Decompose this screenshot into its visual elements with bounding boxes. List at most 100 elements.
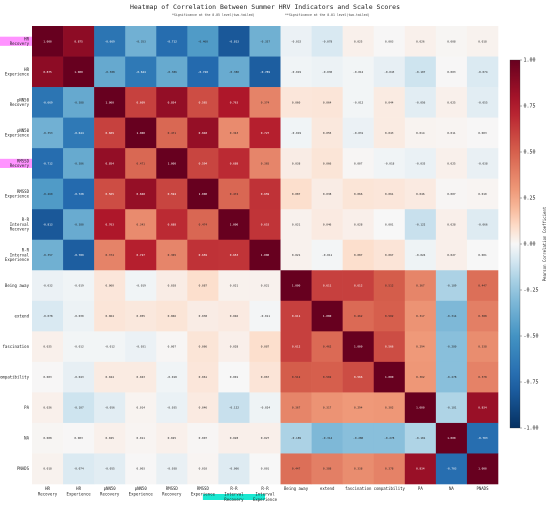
cell-value-label: 0.512: [292, 375, 301, 379]
heatmap-cell: [156, 453, 188, 485]
cell-value-label: 0.087: [354, 253, 363, 257]
heatmap-cell: [466, 270, 499, 302]
cell-value-label: 0.055: [323, 131, 332, 135]
heatmap-cell: [373, 178, 406, 210]
heatmap-cell: [466, 453, 499, 485]
cell-value-label: 0.060: [105, 284, 114, 288]
heatmap-cell: [466, 56, 499, 88]
heatmap-cell: [249, 56, 281, 88]
colorbar-tick-label: 0.75: [524, 104, 536, 110]
heatmap-cell: [156, 209, 188, 241]
row-tick-label: PA: [24, 405, 29, 410]
cell-value-label: 1.000: [230, 222, 239, 226]
cell-value-label: -0.055: [477, 100, 487, 104]
heatmap-cell: [125, 178, 157, 210]
cell-value-label: -0.728: [198, 70, 208, 74]
cell-value-label: -0.056: [415, 100, 425, 104]
cell-value-label: 0.046: [199, 406, 208, 410]
heatmap-cell: [94, 361, 126, 393]
heatmap-cell: [94, 392, 126, 424]
row-tick-label: Being away: [5, 283, 30, 288]
heatmap-cell: [187, 361, 219, 393]
cell-value-label: 0.003: [478, 131, 487, 135]
cell-value-label: -0.314: [322, 436, 332, 440]
heatmap-cell: [311, 361, 343, 393]
cell-value-label: -0.032: [42, 284, 52, 288]
cell-value-label: 0.003: [43, 375, 52, 379]
cell-value-label: -0.789: [260, 70, 270, 74]
cell-value-label: 0.026: [43, 406, 52, 410]
heatmap-cell: [125, 209, 157, 241]
heatmap-cell: [435, 178, 468, 210]
cell-value-label: 0.763: [105, 222, 114, 226]
cell-value-label: 0.064: [105, 314, 114, 318]
cell-value-label: 0.046: [323, 222, 332, 226]
colorbar-tick-label: 0.50: [524, 150, 536, 156]
heatmap-cell: [311, 331, 343, 363]
heatmap-cell: [342, 117, 375, 149]
heatmap-cell: [342, 209, 375, 241]
cell-value-label: 1.000: [168, 161, 177, 165]
cell-value-label: 1.000: [416, 406, 425, 410]
heatmap-cell: [249, 392, 281, 424]
cell-value-label: -0.031: [353, 131, 363, 135]
heatmap-cell: [311, 178, 343, 210]
heatmap-cell: [32, 148, 64, 179]
cell-value-label: 0.612: [292, 345, 301, 349]
cell-value-label: 0.001: [261, 467, 270, 471]
row-tick-labels: HR Recovery HR Experience pNN50 Recovery pNN50…: [0, 36, 30, 471]
heatmap-cell: [63, 148, 95, 179]
cell-value-label: 0.046: [230, 314, 239, 318]
heatmap-cell: [404, 148, 437, 179]
heatmap-cell: [373, 361, 406, 393]
heatmap-cell: [280, 178, 312, 210]
cell-value-label: 0.594: [168, 192, 177, 196]
cell-value-label: 1.000: [385, 375, 394, 379]
cell-value-label: 0.008: [447, 39, 456, 43]
heatmap-cell: [466, 392, 499, 424]
cell-value-label: 0.007: [168, 345, 177, 349]
heatmap-cell: [187, 422, 219, 454]
heatmap-cell: [342, 56, 375, 88]
cell-value-label: 0.566: [385, 345, 394, 349]
heatmap-cell: [249, 331, 281, 363]
heatmap-cell: [94, 453, 126, 485]
cell-value-label: -0.460: [42, 192, 52, 196]
cell-value-label: 0.003: [385, 39, 394, 43]
heatmap-cell: [373, 239, 406, 271]
heatmap-cell: [32, 56, 64, 88]
cell-value-label: 0.066: [354, 192, 363, 196]
heatmap-cell: [125, 270, 157, 302]
cell-value-label: -0.181: [446, 406, 456, 410]
cell-value-label: 0.367: [292, 406, 301, 410]
heatmap-cell: [156, 117, 188, 149]
cell-value-label: -0.380: [74, 222, 84, 226]
heatmap-cell: [280, 331, 312, 363]
row-tick-label: pNN50 Experience: [5, 128, 30, 138]
heatmap-cell: [218, 148, 250, 179]
heatmap-cell: [342, 422, 375, 454]
heatmap-cell: [218, 26, 250, 57]
heatmap-cell: [280, 209, 312, 241]
heatmap-cell: [218, 453, 250, 485]
heatmap-cell: [125, 392, 157, 424]
heatmap-cell: [63, 87, 95, 118]
heatmap-cell: [435, 26, 468, 57]
cell-value-label: 0.038: [168, 284, 177, 288]
heatmap-cell: [311, 270, 343, 302]
cell-value-label: 0.001: [478, 253, 487, 257]
heatmap-cell: [187, 209, 219, 241]
heatmap-cell: [311, 148, 343, 179]
cell-value-label: 0.565: [199, 100, 208, 104]
cell-value-label: 0.875: [74, 39, 83, 43]
heatmap-cell: [311, 56, 343, 88]
cell-value-label: 0.854: [168, 100, 177, 104]
heatmap-cell: [218, 117, 250, 149]
heatmap-cell: [311, 117, 343, 149]
cell-value-label: -0.012: [74, 345, 84, 349]
heatmap-cell: [373, 300, 406, 332]
cell-value-label: 0.659: [261, 192, 270, 196]
cell-value-label: 0.367: [416, 284, 425, 288]
row-tick-label: R-R Interval Recovery: [10, 217, 30, 232]
